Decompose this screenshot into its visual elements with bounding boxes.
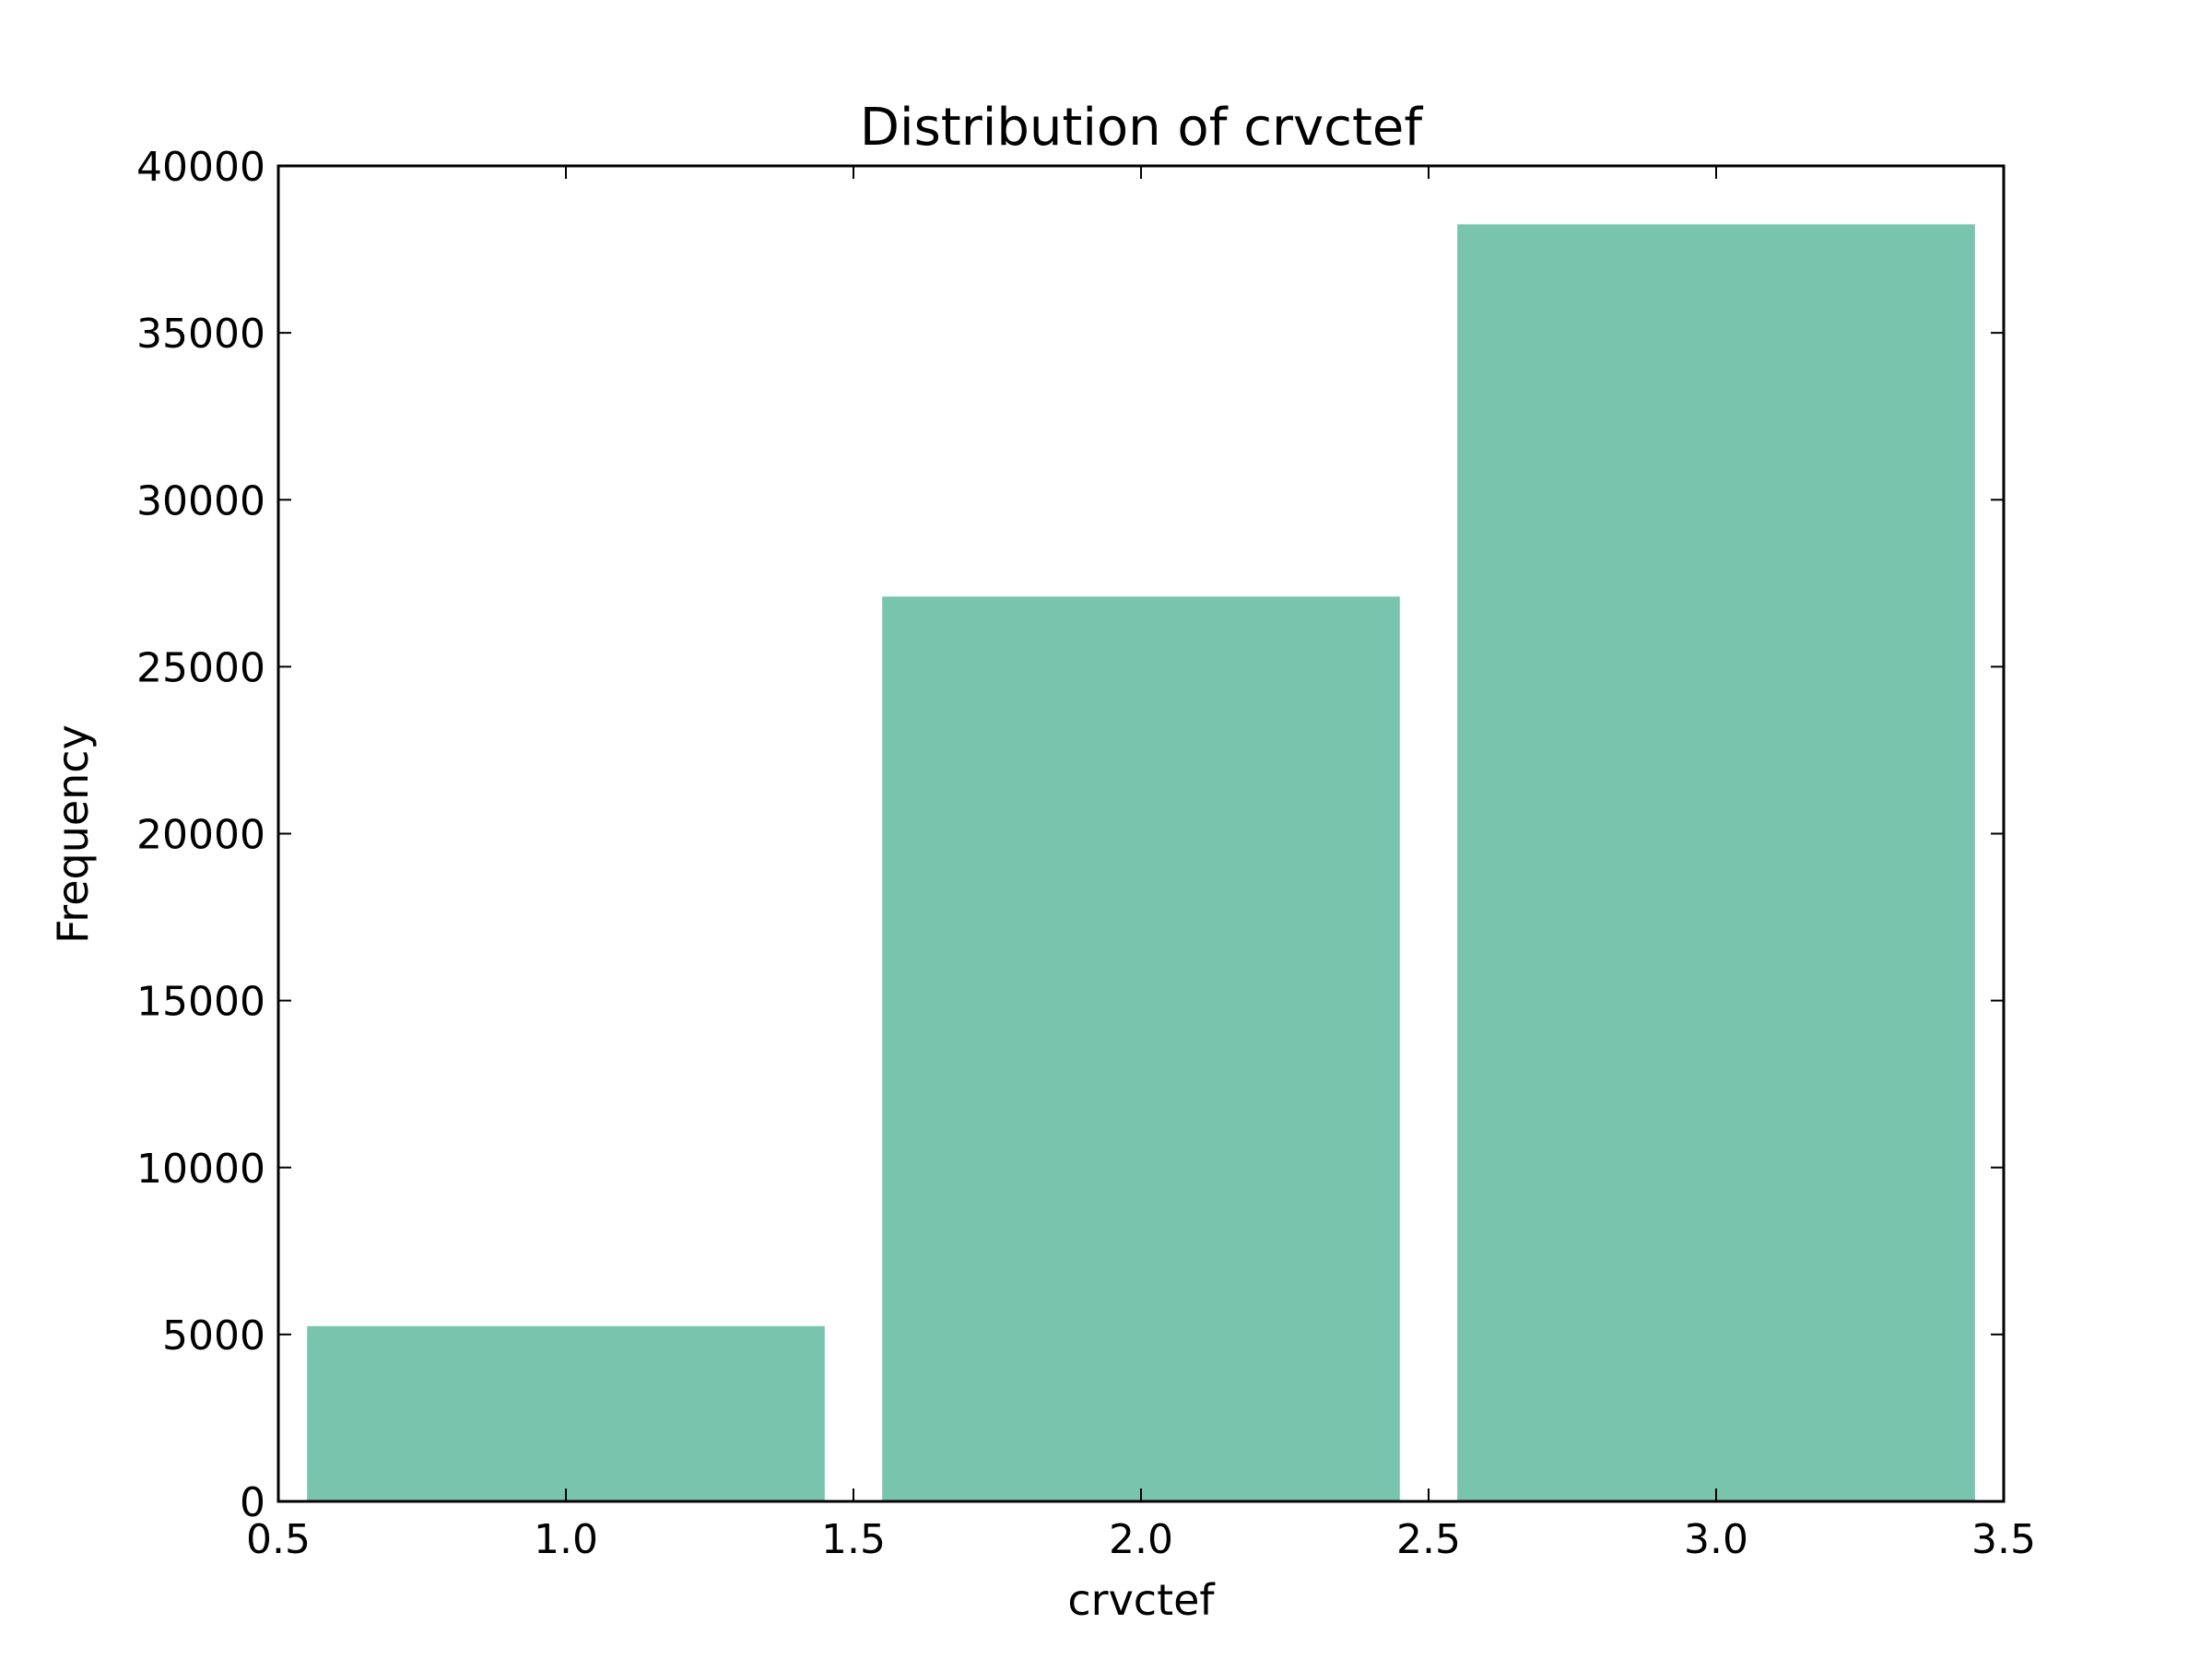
x-axis-label: crvctef — [1067, 1575, 1216, 1625]
y-tick-label: 5000 — [162, 1312, 265, 1359]
x-tick-label: 3.5 — [1971, 1516, 2036, 1563]
histogram-bar-1 — [307, 1325, 825, 1501]
ticks-layer: 0.5 1.0 1.5 2.0 2.5 3.0 3.5 0 5000 10000 15000 2000… — [136, 144, 2036, 1563]
x-tick-label: 0.5 — [246, 1516, 311, 1563]
y-tick-label: 15000 — [136, 979, 265, 1026]
x-tick-label: 1.5 — [821, 1516, 886, 1563]
histogram-bar-3 — [1457, 224, 1975, 1501]
histogram-bar-2 — [882, 596, 1400, 1501]
y-tick-label: 0 — [240, 1479, 265, 1526]
y-tick-label: 10000 — [136, 1146, 265, 1193]
x-tick-label: 2.0 — [1109, 1516, 1173, 1563]
y-tick-label: 40000 — [136, 144, 265, 191]
x-tick-label: 3.0 — [1684, 1516, 1748, 1563]
chart-title: Distribution of crvctef — [860, 98, 1423, 158]
y-tick-label: 30000 — [136, 477, 265, 524]
plot-area-frame — [276, 164, 2006, 1503]
y-tick-label: 20000 — [136, 812, 265, 859]
x-tick-label: 2.5 — [1396, 1516, 1461, 1563]
y-axis-label: Frequency — [48, 724, 98, 944]
bars-layer — [307, 224, 1975, 1501]
x-tick-label: 1.0 — [534, 1516, 598, 1563]
y-tick-label: 35000 — [136, 311, 265, 358]
y-tick-label: 25000 — [136, 644, 265, 691]
